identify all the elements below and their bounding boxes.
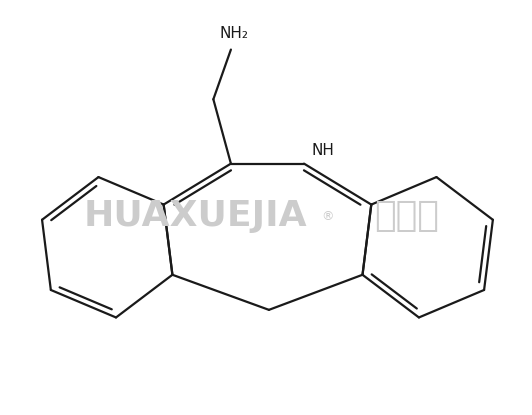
Text: HUAXUEJIA: HUAXUEJIA <box>84 199 307 233</box>
Text: ®: ® <box>321 210 334 223</box>
Text: 化学加: 化学加 <box>374 199 439 233</box>
Text: NH: NH <box>311 143 334 158</box>
Text: NH₂: NH₂ <box>219 26 248 41</box>
